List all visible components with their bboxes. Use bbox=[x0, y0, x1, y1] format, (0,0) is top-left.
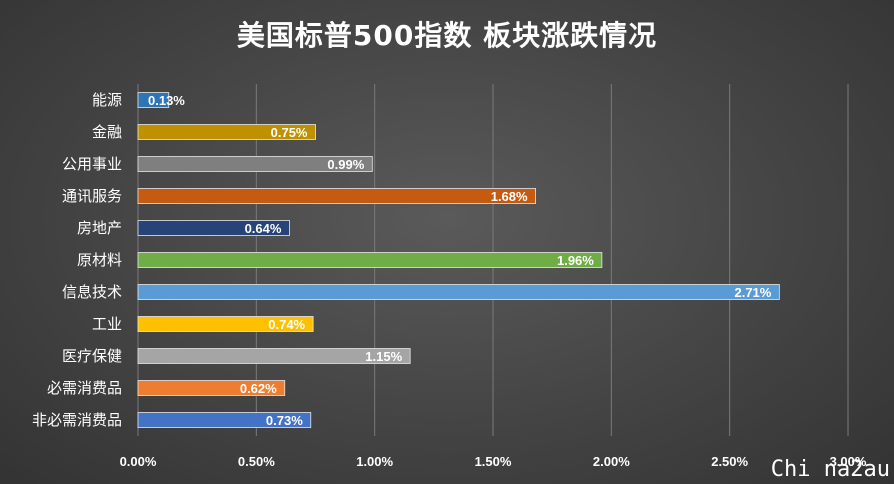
data-label: 0.74% bbox=[268, 317, 305, 332]
category-label: 通讯服务 bbox=[62, 187, 122, 205]
bar bbox=[137, 92, 170, 108]
data-label: 0.62% bbox=[240, 381, 277, 396]
category-label: 工业 bbox=[92, 315, 122, 333]
bar bbox=[137, 188, 537, 204]
category-label: 医疗保健 bbox=[62, 347, 122, 365]
x-tick-label: 1.50% bbox=[475, 454, 512, 469]
x-tick-label: 2.00% bbox=[593, 454, 630, 469]
bar bbox=[137, 316, 314, 332]
bar bbox=[137, 380, 286, 396]
x-tick-label: 0.00% bbox=[120, 454, 157, 469]
data-label: 0.13% bbox=[148, 93, 185, 108]
data-label: 0.64% bbox=[245, 221, 282, 236]
bar bbox=[137, 412, 312, 428]
data-label: 2.71% bbox=[734, 285, 771, 300]
bar bbox=[137, 252, 603, 268]
data-label: 0.99% bbox=[327, 157, 364, 172]
category-label: 信息技术 bbox=[62, 283, 122, 301]
bar bbox=[137, 156, 373, 172]
data-label: 1.15% bbox=[365, 349, 402, 364]
bar bbox=[137, 284, 780, 300]
x-tick-label: 0.50% bbox=[238, 454, 275, 469]
x-tick-label: 1.00% bbox=[356, 454, 393, 469]
bar bbox=[137, 220, 290, 236]
category-label: 公用事业 bbox=[62, 155, 122, 173]
data-label: 0.75% bbox=[271, 125, 308, 140]
chart-title: 美国标普500指数 板块涨跌情况 bbox=[236, 19, 658, 52]
x-tick-label: 2.50% bbox=[711, 454, 748, 469]
category-label: 必需消费品 bbox=[47, 379, 122, 397]
category-label: 非必需消费品 bbox=[32, 411, 122, 429]
category-label: 房地产 bbox=[77, 219, 122, 237]
data-label: 1.68% bbox=[491, 189, 528, 204]
bar bbox=[137, 124, 316, 140]
category-label: 金融 bbox=[92, 123, 122, 141]
category-label: 能源 bbox=[92, 91, 122, 109]
category-label: 原材料 bbox=[77, 251, 122, 269]
bar bbox=[137, 348, 411, 364]
data-label: 1.96% bbox=[557, 253, 594, 268]
x-tick-label: 3.00% bbox=[830, 454, 867, 469]
watermark: Chi na2au bbox=[770, 457, 890, 482]
data-label: 0.73% bbox=[266, 413, 303, 428]
